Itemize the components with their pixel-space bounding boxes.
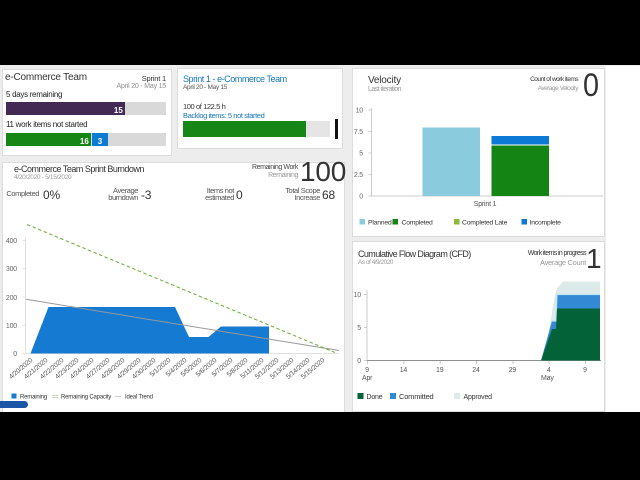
svg-text:Remaining: Remaining <box>20 395 47 401</box>
svg-text:Incomplete: Incomplete <box>530 220 562 227</box>
svg-text:200: 200 <box>6 295 17 302</box>
svg-text:10: 10 <box>356 108 364 115</box>
svg-text:300: 300 <box>6 266 17 273</box>
svg-text:5: 5 <box>359 151 363 158</box>
svg-text:==: == <box>52 395 59 401</box>
svg-text:Planned: Planned <box>368 220 392 227</box>
svg-text:Apr: Apr <box>362 375 373 382</box>
svg-text:19: 19 <box>436 367 444 374</box>
svg-text:Ideal Trend: Ideal Trend <box>125 395 153 401</box>
svg-text:—: — <box>115 395 121 401</box>
svg-text:4: 4 <box>547 367 551 374</box>
svg-text:0: 0 <box>357 358 361 365</box>
svg-text:9: 9 <box>365 367 369 374</box>
svg-text:24: 24 <box>472 367 480 374</box>
svg-text:Approved: Approved <box>464 394 493 401</box>
svg-text:7.5: 7.5 <box>354 129 363 136</box>
svg-text:10: 10 <box>354 292 362 299</box>
svg-text:2.5: 2.5 <box>354 172 363 179</box>
svg-text:29: 29 <box>509 367 517 374</box>
svg-text:Remaining Capacity: Remaining Capacity <box>61 395 111 401</box>
svg-text:Sprint 1: Sprint 1 <box>474 201 497 208</box>
svg-text:400: 400 <box>6 238 17 245</box>
svg-text:Completed: Completed <box>402 220 433 227</box>
svg-text:Completed Late: Completed Late <box>462 220 508 227</box>
svg-text:9: 9 <box>583 367 587 374</box>
svg-text:May: May <box>541 375 554 382</box>
svg-text:Done: Done <box>367 394 383 401</box>
svg-text:Committed: Committed <box>399 392 433 401</box>
svg-text:100: 100 <box>6 323 17 330</box>
svg-text:0: 0 <box>13 351 17 358</box>
svg-text:14: 14 <box>400 367 408 374</box>
svg-text:0: 0 <box>359 194 363 201</box>
svg-text:5: 5 <box>357 325 361 332</box>
